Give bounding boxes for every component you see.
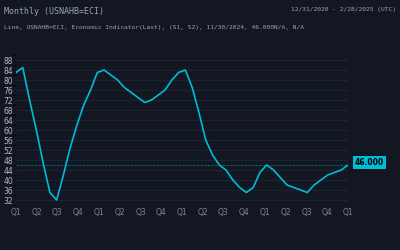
Text: Line, USNAHB=ECI, Economic Indicator(Last), (S1, S2), 11/30/2024, 46.000N/A, N/A: Line, USNAHB=ECI, Economic Indicator(Las… xyxy=(4,25,304,30)
Text: Monthly (USNAHB=ECI): Monthly (USNAHB=ECI) xyxy=(4,8,104,16)
Text: 12/31/2020 - 2/28/2025 (UTC): 12/31/2020 - 2/28/2025 (UTC) xyxy=(291,8,396,12)
Text: 46.000: 46.000 xyxy=(355,158,384,167)
